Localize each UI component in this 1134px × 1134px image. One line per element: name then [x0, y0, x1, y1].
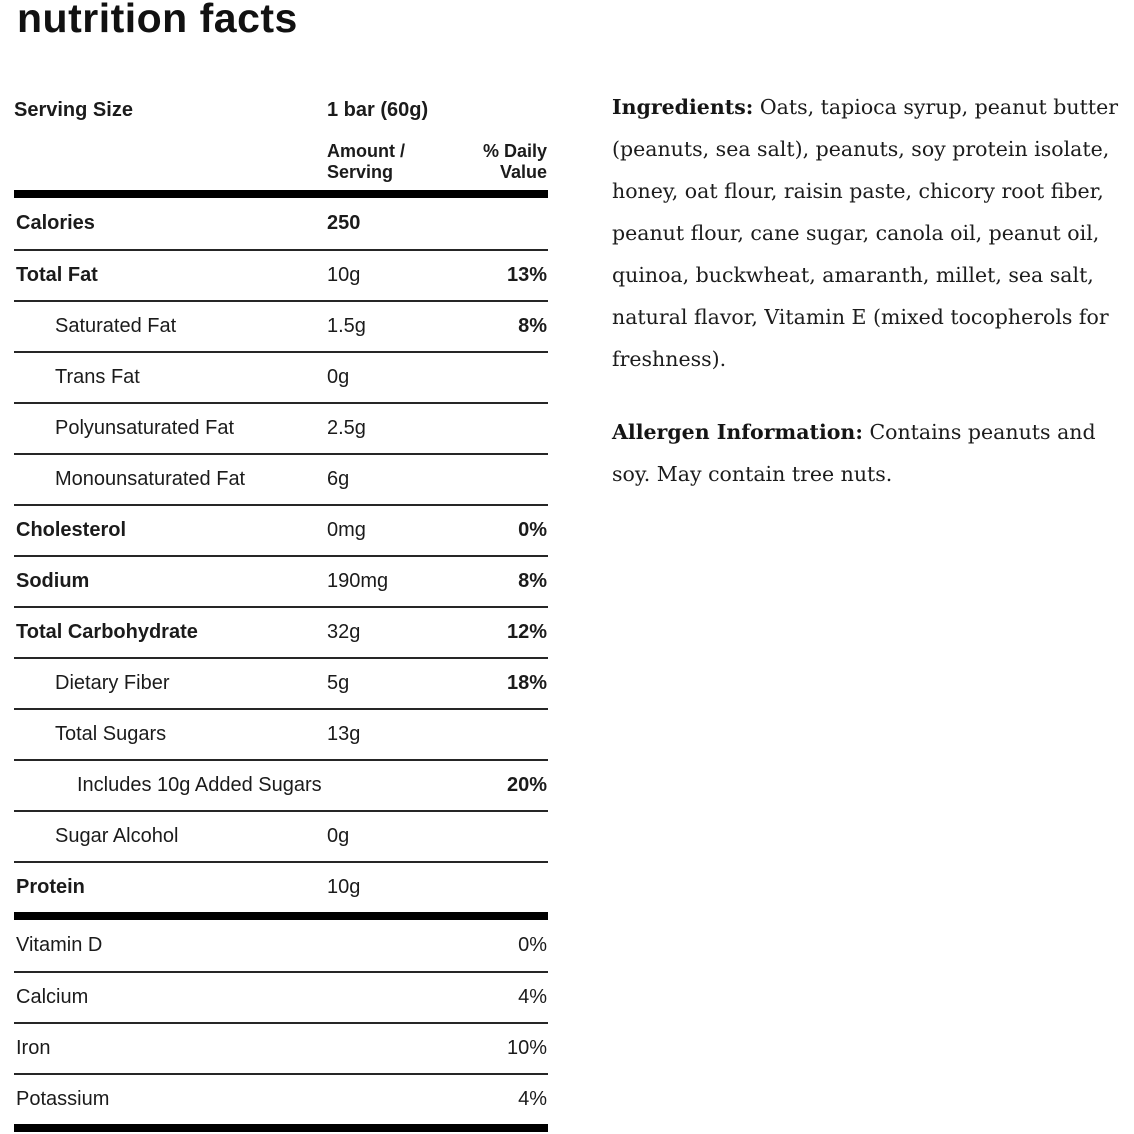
table-row: Monounsaturated Fat 6g — [14, 453, 548, 504]
row-amount: 1.5g — [327, 315, 366, 337]
row-label: Iron — [16, 1037, 51, 1059]
table-row: Calcium 4% — [14, 971, 548, 1022]
ingredients-column: Ingredients: Oats, tapioca syrup, peanut… — [612, 86, 1128, 495]
column-headers-row: Amount / Serving % Daily Value — [14, 132, 548, 190]
row-amount: 250 — [327, 212, 361, 234]
row-amount: 6g — [327, 468, 350, 490]
row-label: Trans Fat — [55, 366, 140, 388]
table-row: Total Sugars 13g — [14, 708, 548, 759]
row-amount: 0g — [327, 825, 350, 847]
row-amount: 13g — [327, 723, 361, 745]
row-label: Protein — [16, 876, 85, 898]
row-daily-value: 0% — [518, 934, 547, 956]
table-row: Trans Fat 0g — [14, 351, 548, 402]
serving-size-value: 1 bar (60g) — [327, 98, 429, 121]
ingredients-paragraph: Ingredients: Oats, tapioca syrup, peanut… — [612, 86, 1128, 380]
table-row: Vitamin D 0% — [14, 920, 548, 971]
table-row: Polyunsaturated Fat 2.5g — [14, 402, 548, 453]
nutrition-table-header: Serving Size 1 bar (60g) Amount / Servin… — [14, 88, 548, 198]
row-amount: 0g — [327, 366, 350, 388]
row-label: Polyunsaturated Fat — [55, 417, 234, 439]
row-amount: 0mg — [327, 519, 366, 541]
row-label: Sodium — [16, 570, 90, 592]
table-row: Sodium 190mg 8% — [14, 555, 548, 606]
nutrition-table: Serving Size 1 bar (60g) Amount / Servin… — [14, 88, 548, 1132]
table-row: Calories 250 — [14, 198, 548, 249]
row-daily-value: 20% — [506, 774, 547, 796]
table-row: Protein 10g — [14, 861, 548, 912]
row-label: Total Fat — [16, 264, 98, 286]
row-label: Includes 10g Added Sugars — [77, 774, 322, 796]
row-daily-value: 18% — [506, 672, 547, 694]
table-row: Total Fat 10g 13% — [14, 249, 548, 300]
allergen-lead: Allergen Information: — [612, 420, 863, 444]
table-row: Iron 10% — [14, 1022, 548, 1073]
table-row: Total Carbohydrate 32g 12% — [14, 606, 548, 657]
row-label: Calories — [16, 212, 95, 234]
amount-per-serving-header: Amount / Serving — [327, 141, 405, 182]
serving-size-label: Serving Size — [14, 98, 133, 121]
row-amount: 190mg — [327, 570, 389, 592]
serving-size-row: Serving Size 1 bar (60g) — [14, 88, 548, 132]
row-amount: 2.5g — [327, 417, 366, 439]
row-label: Potassium — [16, 1088, 110, 1110]
page-title: nutrition facts — [17, 0, 298, 41]
allergen-text: Contains peanuts and soy. May contain tr… — [612, 420, 1096, 486]
row-label: Total Carbohydrate — [16, 621, 198, 643]
row-daily-value: 4% — [518, 986, 547, 1008]
row-daily-value: 8% — [518, 315, 547, 337]
ingredients-text: Oats, tapioca syrup, peanut butter (pean… — [612, 95, 1119, 371]
row-label: Total Sugars — [55, 723, 167, 745]
row-label: Vitamin D — [16, 934, 103, 956]
percent-daily-value-header: % Daily Value — [482, 141, 547, 182]
table-row: Cholesterol 0mg 0% — [14, 504, 548, 555]
row-daily-value: 4% — [518, 1088, 547, 1110]
row-label: Monounsaturated Fat — [55, 468, 246, 490]
row-label: Dietary Fiber — [55, 672, 170, 694]
row-daily-value: 10% — [506, 1037, 547, 1059]
ingredients-lead: Ingredients: — [612, 95, 754, 119]
row-amount: 10g — [327, 876, 361, 898]
row-label: Calcium — [16, 986, 89, 1008]
section-divider-bar — [14, 912, 548, 920]
row-label: Sugar Alcohol — [55, 825, 179, 847]
row-amount: 10g — [327, 264, 361, 286]
row-label: Cholesterol — [16, 519, 127, 541]
row-label: Saturated Fat — [55, 315, 177, 337]
table-row: Potassium 4% — [14, 1073, 548, 1124]
nutrient-rows: Calories 250 Total Fat 10g 13% Saturated Fat 1… — [14, 198, 548, 912]
table-row: Includes 10g Added Sugars 20% — [14, 759, 548, 810]
row-amount: 32g — [327, 621, 361, 643]
row-daily-value: 12% — [506, 621, 547, 643]
table-row: Dietary Fiber 5g 18% — [14, 657, 548, 708]
table-row: Sugar Alcohol 0g — [14, 810, 548, 861]
row-amount: 5g — [327, 672, 350, 694]
row-daily-value: 13% — [506, 264, 547, 286]
row-daily-value: 0% — [518, 519, 547, 541]
vitamin-rows: Vitamin D 0% Calcium 4% Iron 10% Potassium 4% — [14, 920, 548, 1124]
allergen-paragraph: Allergen Information: Contains peanuts a… — [612, 411, 1128, 495]
table-row: Saturated Fat 1.5g 8% — [14, 300, 548, 351]
row-daily-value: 8% — [518, 570, 547, 592]
